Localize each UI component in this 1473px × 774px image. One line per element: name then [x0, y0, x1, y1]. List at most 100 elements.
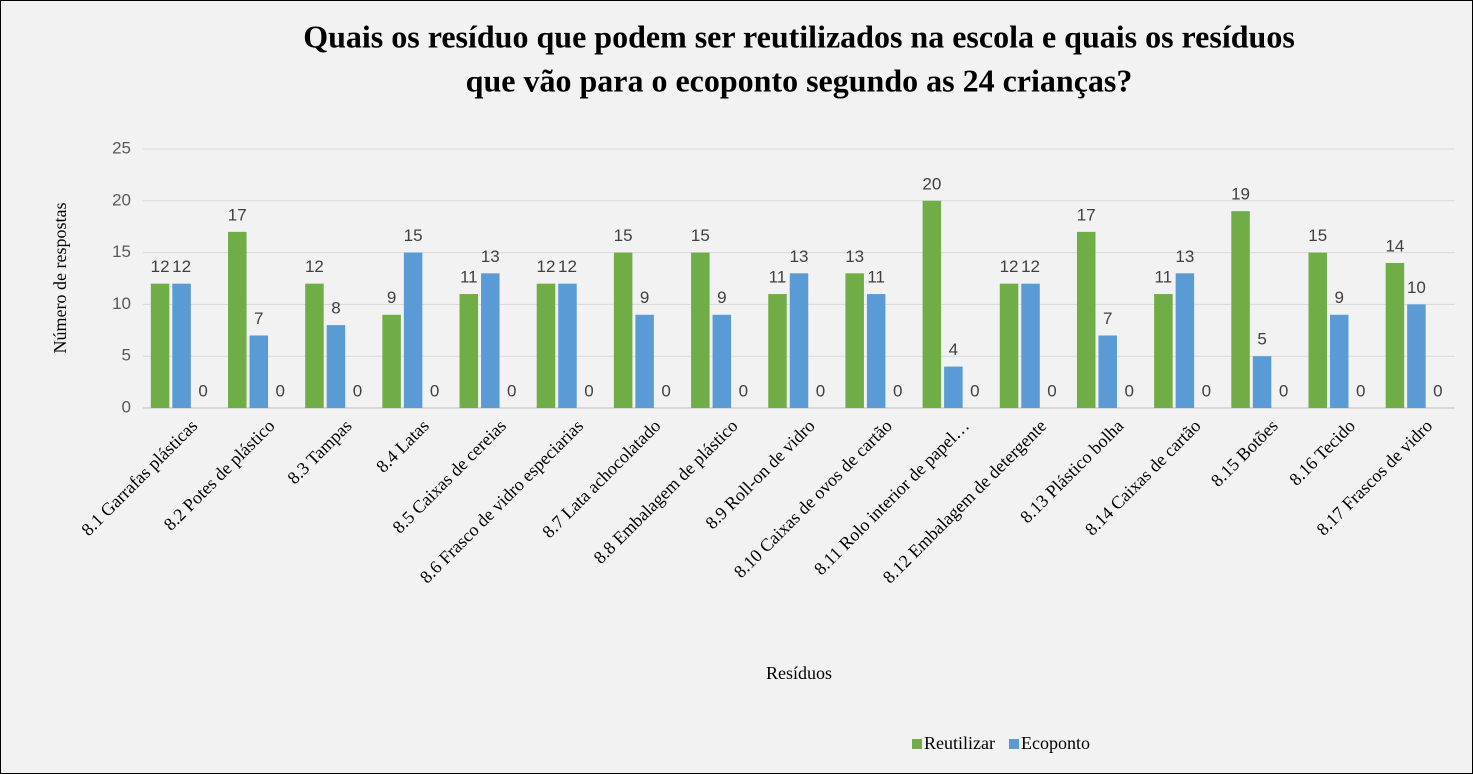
data-label: 13: [1175, 247, 1194, 266]
data-label: 0: [276, 381, 285, 400]
data-label: 0: [198, 381, 207, 400]
data-label: 5: [1257, 330, 1266, 349]
data-label: 12: [537, 257, 556, 276]
data-label: 9: [1335, 288, 1344, 307]
bar: [249, 335, 269, 408]
data-label: 0: [353, 381, 362, 400]
bar: [1098, 335, 1117, 408]
y-tick-label: 10: [112, 294, 131, 313]
bar: [1385, 262, 1405, 408]
bar: [922, 200, 942, 408]
data-label: 13: [790, 247, 809, 266]
y-tick-label: 15: [112, 242, 131, 261]
bar: [712, 314, 732, 408]
data-label: 15: [404, 226, 423, 245]
data-label: 9: [387, 288, 396, 307]
legend-label: Reutilizar: [924, 733, 995, 753]
data-label: 0: [430, 381, 439, 400]
data-label: 0: [1202, 381, 1211, 400]
y-tick-label: 5: [122, 346, 131, 365]
bar: [944, 366, 963, 408]
chart-title: que vão para o ecoponto segundo as 24 cr…: [466, 62, 1133, 98]
y-tick-label: 20: [112, 190, 131, 209]
data-label: 11: [1155, 268, 1173, 287]
data-label: 0: [507, 381, 516, 400]
bar: [558, 283, 577, 408]
data-label: 12: [1021, 257, 1040, 276]
data-label: 0: [893, 381, 902, 400]
bar: [481, 273, 500, 408]
data-label: 19: [1231, 185, 1250, 204]
bar: [613, 252, 633, 408]
bar: [1407, 304, 1426, 408]
bar: [789, 273, 809, 408]
data-label: 8: [331, 299, 340, 318]
bar: [228, 231, 247, 408]
data-label: 20: [922, 174, 941, 193]
bar: [768, 294, 787, 408]
bar: [1308, 252, 1327, 408]
bar: [1252, 356, 1272, 408]
bar: [459, 294, 479, 408]
data-label: 0: [1124, 381, 1133, 400]
data-label: 0: [1433, 381, 1442, 400]
x-axis-title: Resíduos: [766, 663, 832, 683]
data-label: 0: [1047, 381, 1056, 400]
bar: [150, 283, 170, 408]
y-tick-label: 25: [112, 138, 131, 157]
bar: [866, 294, 886, 408]
data-label: 0: [739, 381, 748, 400]
data-label: 9: [640, 288, 649, 307]
data-label: 14: [1385, 236, 1404, 255]
data-label: 12: [172, 257, 191, 276]
data-label: 17: [228, 205, 247, 224]
data-label: 12: [151, 257, 170, 276]
bar: [326, 325, 346, 408]
data-label: 11: [769, 268, 787, 287]
data-label: 15: [1308, 226, 1327, 245]
bar: [1175, 273, 1195, 408]
bar: [172, 283, 191, 408]
data-label: 12: [558, 257, 577, 276]
bar: [1154, 294, 1173, 408]
legend-swatch: [912, 739, 922, 749]
bar: [999, 283, 1019, 408]
data-label: 7: [254, 309, 263, 328]
bar: [305, 283, 324, 408]
bar: [691, 252, 710, 408]
bar: [1021, 283, 1040, 408]
data-label: 0: [1356, 381, 1365, 400]
bar: [403, 252, 423, 408]
y-axis-title: Número de respostas: [50, 203, 70, 354]
data-label: 11: [460, 268, 478, 287]
chart-title: Quais os resíduo que podem ser reutiliza…: [303, 18, 1295, 54]
bar: [845, 273, 864, 408]
data-label: 11: [867, 268, 885, 287]
data-label: 17: [1077, 205, 1096, 224]
data-label: 13: [845, 247, 864, 266]
bar: [382, 314, 401, 408]
data-label: 15: [614, 226, 633, 245]
bar: [536, 283, 556, 408]
legend-label: Ecoponto: [1021, 733, 1090, 753]
data-label: 0: [661, 381, 670, 400]
data-label: 9: [717, 288, 726, 307]
data-label: 10: [1407, 278, 1426, 297]
data-label: 7: [1103, 309, 1112, 328]
data-label: 12: [305, 257, 324, 276]
bar: [1231, 211, 1250, 408]
data-label: 4: [949, 340, 958, 359]
data-label: 0: [816, 381, 825, 400]
data-label: 15: [691, 226, 710, 245]
data-label: 0: [1279, 381, 1288, 400]
bar: [1076, 231, 1096, 408]
data-label: 13: [481, 247, 500, 266]
data-label: 12: [1000, 257, 1019, 276]
bar: [635, 314, 654, 408]
bar: [1329, 314, 1349, 408]
data-label: 0: [970, 381, 979, 400]
legend-swatch: [1008, 739, 1019, 749]
y-tick-label: 0: [122, 397, 131, 416]
